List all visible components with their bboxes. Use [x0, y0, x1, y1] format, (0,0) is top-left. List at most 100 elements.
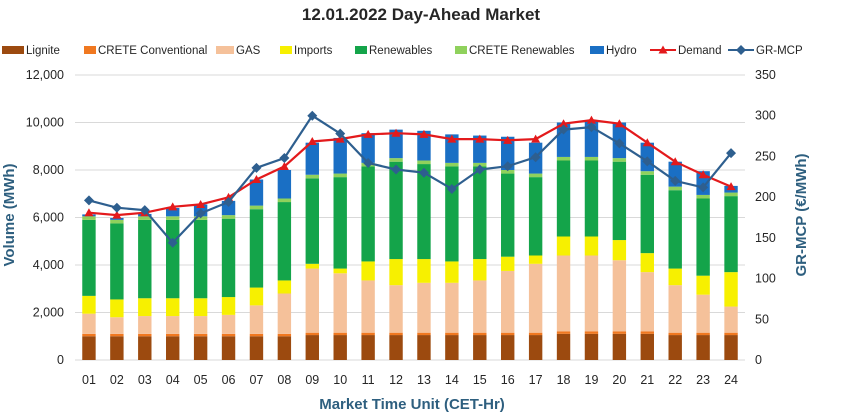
legend-swatch-imports [280, 46, 292, 54]
bar-imports-05 [193, 298, 208, 317]
legend-swatch-crete-conventional [84, 46, 96, 54]
x-tick-label: 15 [473, 373, 487, 387]
bar-crete-conventional-21 [640, 331, 654, 334]
legend-label-renewables: Renewables [369, 45, 433, 57]
legend-swatch-lignite [2, 46, 24, 54]
point-demand-18 [559, 119, 569, 128]
bar-gas-13 [417, 282, 431, 333]
point-demand-01 [84, 208, 94, 217]
y-tick-label: 12,000 [26, 68, 64, 82]
bar-imports-22 [668, 268, 682, 286]
bar-imports-14 [445, 261, 459, 283]
bar-crete-renewables-02 [110, 219, 124, 224]
legend-label-imports: Imports [294, 45, 333, 57]
bar-renewables-08 [277, 202, 292, 281]
x-tick-label: 19 [585, 373, 599, 387]
y-tick-label: 2,000 [33, 306, 64, 320]
bar-crete-renewables-19 [584, 156, 599, 161]
bar-gas-23 [696, 294, 710, 333]
bar-lignite-15 [473, 335, 487, 360]
bar-hydro-02 [110, 217, 124, 220]
bar-crete-renewables-16 [501, 170, 515, 174]
point-demand-12 [391, 128, 401, 137]
line-series [83, 110, 737, 248]
bar-crete-conventional-22 [668, 332, 682, 336]
bar-crete-renewables-01 [82, 216, 96, 220]
bar-crete-renewables-04 [166, 216, 180, 220]
bar-imports-06 [221, 297, 236, 315]
x-tick-label: 02 [110, 373, 124, 387]
legend: Lignite CRETE Conventional GAS Imports Renew… [2, 45, 803, 57]
bar-lignite-12 [389, 335, 403, 360]
x-tick-label: 14 [445, 373, 459, 387]
legend-label-lignite: Lignite [26, 45, 60, 57]
bar-gas-12 [389, 285, 403, 333]
point-demand-16 [503, 135, 513, 144]
point-gr-mcp-06 [223, 197, 234, 208]
bar-lignite-16 [501, 335, 515, 360]
point-gr-mcp-11 [363, 157, 374, 168]
legend-item-renewables: Renewables [355, 45, 433, 57]
bar-crete-conventional-09 [305, 332, 319, 336]
point-demand-15 [475, 134, 485, 143]
bar-crete-conventional-03 [138, 333, 152, 337]
bar-imports-21 [640, 253, 654, 273]
bar-lignite-24 [724, 335, 738, 360]
y2-tick-label: 100 [755, 272, 776, 286]
point-gr-mcp-18 [558, 124, 569, 135]
bar-renewables-04 [166, 219, 180, 299]
bar-renewables-24 [724, 196, 738, 273]
bar-hydro-04 [166, 208, 180, 217]
bar-crete-conventional-02 [110, 333, 124, 337]
bar-renewables-03 [138, 219, 152, 299]
bar-gas-15 [473, 280, 487, 333]
bar-crete-conventional-07 [249, 333, 264, 337]
bar-imports-18 [556, 236, 571, 256]
x-tick-label: 17 [529, 373, 543, 387]
bar-imports-11 [361, 261, 375, 281]
bar-imports-04 [166, 298, 180, 317]
legend-label-hydro: Hydro [606, 45, 637, 57]
bar-gas-17 [528, 263, 543, 333]
bar-crete-renewables-07 [249, 205, 264, 210]
y-tick-label: 4,000 [33, 258, 64, 272]
x-tick-label: 03 [138, 373, 152, 387]
x-tick-label: 12 [389, 373, 403, 387]
bar-crete-conventional-16 [501, 332, 515, 336]
line-gr-mcp [88, 114, 732, 245]
bar-crete-renewables-08 [277, 198, 292, 203]
bar-imports-08 [277, 280, 292, 294]
bar-crete-conventional-01 [82, 333, 96, 337]
chart-title: 12.01.2022 Day-Ahead Market [302, 5, 540, 24]
bar-renewables-12 [389, 161, 403, 260]
bar-renewables-02 [110, 223, 124, 300]
bar-imports-16 [501, 256, 515, 271]
bar-crete-renewables-14 [445, 162, 459, 167]
x-tick-label: 23 [696, 373, 710, 387]
bar-renewables-22 [668, 190, 682, 269]
bar-crete-conventional-10 [333, 332, 347, 336]
bar-crete-renewables-13 [417, 160, 431, 165]
x-tick-label: 22 [668, 373, 682, 387]
bar-gas-14 [445, 282, 459, 333]
bar-crete-conventional-17 [528, 332, 543, 336]
bar-imports-19 [584, 236, 599, 256]
bar-imports-15 [473, 259, 487, 281]
x-tick-label: 07 [250, 373, 264, 387]
bar-crete-conventional-23 [696, 332, 710, 336]
bar-imports-02 [110, 299, 124, 318]
bar-renewables-06 [221, 218, 236, 298]
bar-lignite-22 [668, 335, 682, 360]
bar-lignite-04 [166, 336, 180, 360]
point-gr-mcp-09 [307, 110, 318, 121]
bar-lignite-05 [193, 336, 208, 360]
point-gr-mcp-22 [670, 175, 681, 186]
bar-renewables-09 [305, 178, 319, 264]
x-tick-label: 21 [640, 373, 654, 387]
point-demand-07 [251, 175, 261, 183]
gridlines [75, 74, 745, 361]
bar-imports-01 [82, 295, 96, 314]
bar-crete-renewables-06 [221, 215, 236, 219]
bar-hydro-10 [333, 137, 347, 174]
legend-item-gr-mcp: GR-MCP [728, 45, 803, 57]
